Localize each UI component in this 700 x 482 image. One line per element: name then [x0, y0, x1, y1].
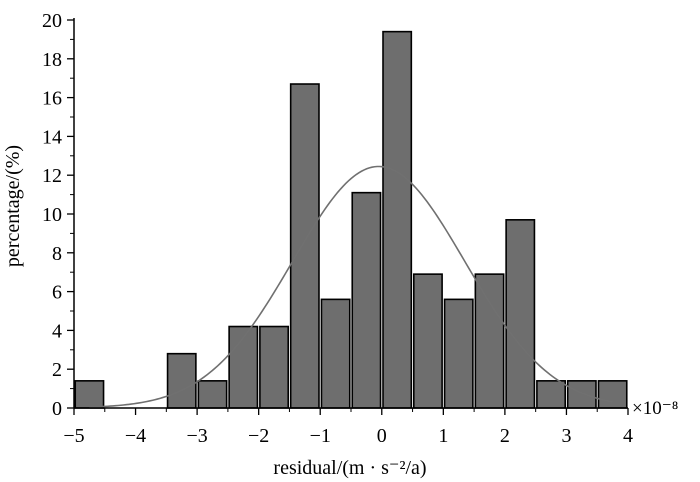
x-tick-label: 0: [377, 425, 387, 447]
histogram-bar: [566, 380, 597, 409]
y-tick-label: 20: [42, 10, 62, 32]
histogram-bar: [443, 298, 474, 409]
x-tick-label: 2: [500, 425, 510, 447]
histogram-bars: [74, 30, 628, 409]
x-tick-label: −4: [125, 425, 146, 447]
histogram-bar: [228, 325, 259, 409]
histogram-bar: [166, 352, 197, 409]
histogram-bar: [351, 191, 382, 409]
histogram-bar: [74, 380, 105, 409]
y-tick-label: 2: [52, 359, 62, 381]
y-tick-label: 12: [42, 165, 62, 187]
histogram-bar: [289, 83, 320, 409]
y-tick-label: 6: [52, 282, 62, 304]
x-tick-label: 1: [438, 425, 448, 447]
histogram-bar: [474, 273, 505, 409]
y-tick-label: 16: [42, 88, 62, 110]
y-tick-label: 10: [42, 204, 62, 226]
y-tick-label: 14: [42, 126, 62, 148]
x-tick-label: −2: [248, 425, 269, 447]
x-tick-label: −3: [186, 425, 207, 447]
histogram-bar: [197, 380, 228, 409]
x-axis-multiplier: ×10⁻⁸: [632, 398, 678, 419]
histogram-bar: [536, 380, 567, 409]
y-tick-label: 18: [42, 49, 62, 71]
x-tick-label: 3: [561, 425, 571, 447]
x-tick-label: 4: [623, 425, 633, 447]
histogram-bar: [320, 298, 351, 409]
x-axis-label: residual/(m · s⁻²/a): [273, 457, 426, 479]
y-tick-label: 4: [52, 320, 62, 342]
axes: [73, 18, 628, 409]
histogram-bar: [259, 325, 290, 409]
y-tick-label: 0: [52, 398, 62, 420]
y-tick-label: 8: [52, 243, 62, 265]
histogram-bar: [412, 273, 443, 409]
y-axis-label: percentage/(%): [2, 145, 24, 267]
x-tick-label: −1: [310, 425, 331, 447]
histogram-bar: [382, 30, 413, 409]
normal-fit-curve: [89, 165, 613, 408]
x-tick-label: −5: [63, 425, 84, 447]
histogram-bar: [505, 219, 536, 409]
histogram-bar: [597, 380, 628, 409]
